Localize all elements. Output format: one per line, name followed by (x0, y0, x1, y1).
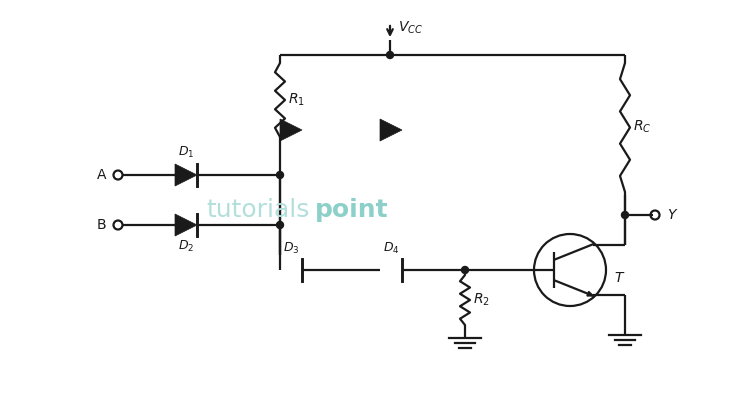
Text: $D_3$: $D_3$ (283, 241, 299, 256)
Text: $D_2$: $D_2$ (178, 239, 194, 254)
Polygon shape (380, 119, 402, 141)
Text: $R_C$: $R_C$ (633, 119, 652, 135)
Text: tutorials: tutorials (206, 198, 310, 222)
Text: $D_4$: $D_4$ (382, 241, 399, 256)
Polygon shape (175, 214, 197, 236)
Circle shape (650, 210, 659, 220)
Circle shape (622, 212, 628, 218)
Text: T: T (614, 271, 622, 285)
Text: A: A (97, 168, 106, 182)
Text: $R_1$: $R_1$ (288, 92, 305, 108)
Circle shape (113, 170, 122, 180)
Text: $V_{CC}$: $V_{CC}$ (398, 20, 423, 36)
Circle shape (277, 172, 284, 178)
Circle shape (277, 222, 284, 228)
Polygon shape (175, 164, 197, 186)
Polygon shape (587, 292, 593, 296)
Text: Y: Y (667, 208, 676, 222)
Text: B: B (96, 218, 106, 232)
Text: $R_2$: $R_2$ (473, 292, 490, 308)
Text: $D_1$: $D_1$ (178, 145, 194, 160)
Circle shape (461, 266, 469, 274)
Polygon shape (280, 119, 302, 141)
Circle shape (534, 234, 606, 306)
Circle shape (550, 266, 557, 274)
Text: point: point (315, 198, 388, 222)
Circle shape (113, 220, 122, 230)
Circle shape (386, 52, 394, 58)
